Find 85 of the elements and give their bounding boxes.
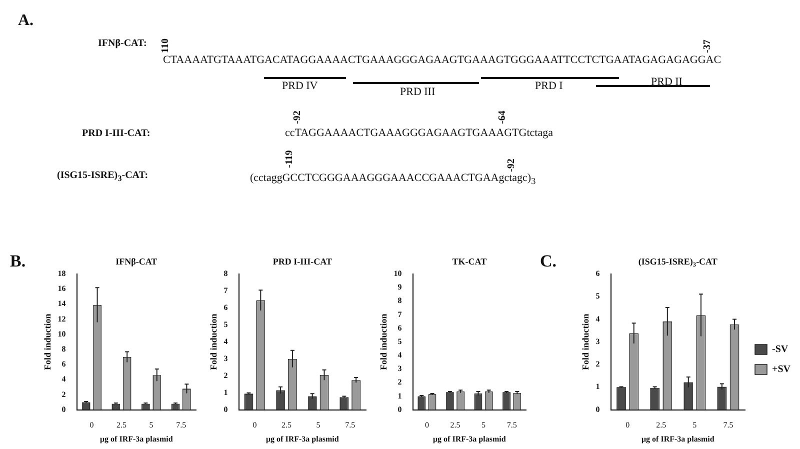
- x-tick-label: 7.5: [506, 420, 517, 430]
- y-tick-label: 7: [224, 286, 228, 296]
- text: (ISG15-ISRE)$_{3}$-CAT:: [57, 170, 148, 183]
- text: CTAAAATGTAAATGACATAGGAAAACTGAAAGGGAGAAGTGAAAGTGGGAAATTCCTCTGAATAGAGAGAGGAC: [163, 54, 722, 66]
- text: PRD III: [400, 86, 436, 98]
- y-tick-label: 6: [596, 269, 600, 278]
- y-tick-label: 0: [596, 404, 600, 414]
- x-tick-label: 7.5: [176, 420, 186, 430]
- y-tick-label: 4: [398, 350, 402, 360]
- y-tick-label: 16: [58, 284, 66, 294]
- y-tick-label: 5: [224, 320, 228, 329]
- x-tick-label: 2.5: [116, 420, 126, 430]
- x-axis-title: μg of IRF-3a plasmid: [266, 434, 340, 444]
- x-tick-label: 0: [424, 420, 429, 430]
- x-tick-label: 0: [90, 420, 94, 430]
- y-tick-label: 2: [596, 360, 600, 369]
- y-tick-label: 6: [62, 360, 66, 369]
- x-tick-label: 5: [482, 420, 486, 430]
- y-tick-label: 18: [58, 269, 66, 278]
- y-tick-label: 8: [224, 269, 228, 278]
- x-tick-label: 2.5: [450, 420, 460, 430]
- y-tick-label: 5: [596, 292, 600, 301]
- chart-title: IFNβ-CAT: [116, 256, 158, 266]
- y-tick-label: 1: [398, 391, 402, 400]
- y-tick-label: 9: [398, 282, 402, 292]
- y-axis-title: Fold induction: [580, 314, 591, 370]
- text: -119: [284, 150, 295, 168]
- x-tick-label: 0: [252, 420, 257, 430]
- x-tick-label: 5: [316, 420, 320, 430]
- chart-title: TK-CAT: [452, 256, 487, 266]
- text: C.: [540, 251, 557, 270]
- chart-title: PRD I-III-CAT: [272, 256, 332, 266]
- y-tick-label: 10: [394, 269, 402, 278]
- y-tick-label: 8: [62, 344, 66, 354]
- text: PRD II: [651, 76, 682, 88]
- y-tick-label: 5: [398, 336, 402, 346]
- y-tick-label: 7: [398, 310, 402, 319]
- x-tick-label: 5: [692, 420, 697, 430]
- y-axis-title: Fold induction: [378, 314, 389, 370]
- x-axis-title: μg of IRF-3a plasmid: [100, 434, 174, 444]
- text: -92: [292, 110, 303, 124]
- y-tick-label: 2: [398, 378, 402, 387]
- text: -92: [506, 158, 517, 172]
- y-tick-label: 1: [596, 382, 600, 392]
- text: A.: [18, 12, 34, 30]
- text: PRD I: [535, 80, 563, 92]
- y-tick-label: 1: [224, 388, 228, 397]
- legend-label: -SV: [772, 344, 789, 356]
- y-axis-title: Fold induction: [42, 314, 53, 370]
- y-tick-label: 6: [224, 303, 228, 312]
- y-tick-label: 3: [398, 364, 402, 374]
- text: B.: [10, 251, 26, 270]
- y-tick-label: 4: [62, 374, 66, 384]
- y-tick-label: 0: [224, 404, 228, 414]
- text: PRD IV: [282, 80, 318, 92]
- y-axis-title: Fold induction: [208, 314, 219, 370]
- x-tick-label: 5: [149, 420, 154, 430]
- text: ccTAGGAAAACTGAAAGGGAGAAGTGAAAGTGtctaga: [285, 127, 553, 139]
- y-tick-label: 3: [224, 354, 228, 363]
- text: -64: [497, 110, 508, 124]
- x-tick-label: 7.5: [345, 420, 356, 430]
- text: PRD I-III-CAT:: [82, 128, 150, 139]
- legend-label: +SV: [772, 364, 792, 376]
- y-tick-label: 2: [224, 370, 228, 380]
- text: IFNβ-CAT:: [98, 38, 147, 49]
- x-tick-label: 2.5: [656, 420, 666, 430]
- y-tick-label: 4: [224, 336, 228, 346]
- x-tick-label: 2.5: [282, 420, 292, 430]
- x-axis-title: μg of IRF-3a plasmid: [642, 434, 715, 444]
- text: (cctaggGCCTCGGGAAAGGGAAACCGAAACTGAAgctagc)$_{3}$: [250, 172, 536, 186]
- y-tick-label: 8: [398, 296, 402, 306]
- y-tick-label: 0: [62, 404, 66, 414]
- x-axis-title: μg of IRF-3a plasmid: [433, 434, 506, 444]
- x-tick-label: 0: [626, 420, 630, 430]
- y-tick-label: 0: [398, 404, 402, 414]
- y-tick-label: 4: [596, 314, 600, 324]
- y-tick-label: 12: [58, 314, 66, 324]
- text: 110: [160, 38, 171, 53]
- y-tick-label: 2: [62, 390, 66, 399]
- text: -37: [702, 40, 713, 53]
- y-tick-label: 10: [58, 329, 66, 338]
- y-tick-label: 3: [596, 336, 600, 346]
- x-tick-label: 7.5: [723, 420, 734, 430]
- y-tick-label: 6: [398, 323, 402, 332]
- y-tick-label: 14: [58, 299, 66, 308]
